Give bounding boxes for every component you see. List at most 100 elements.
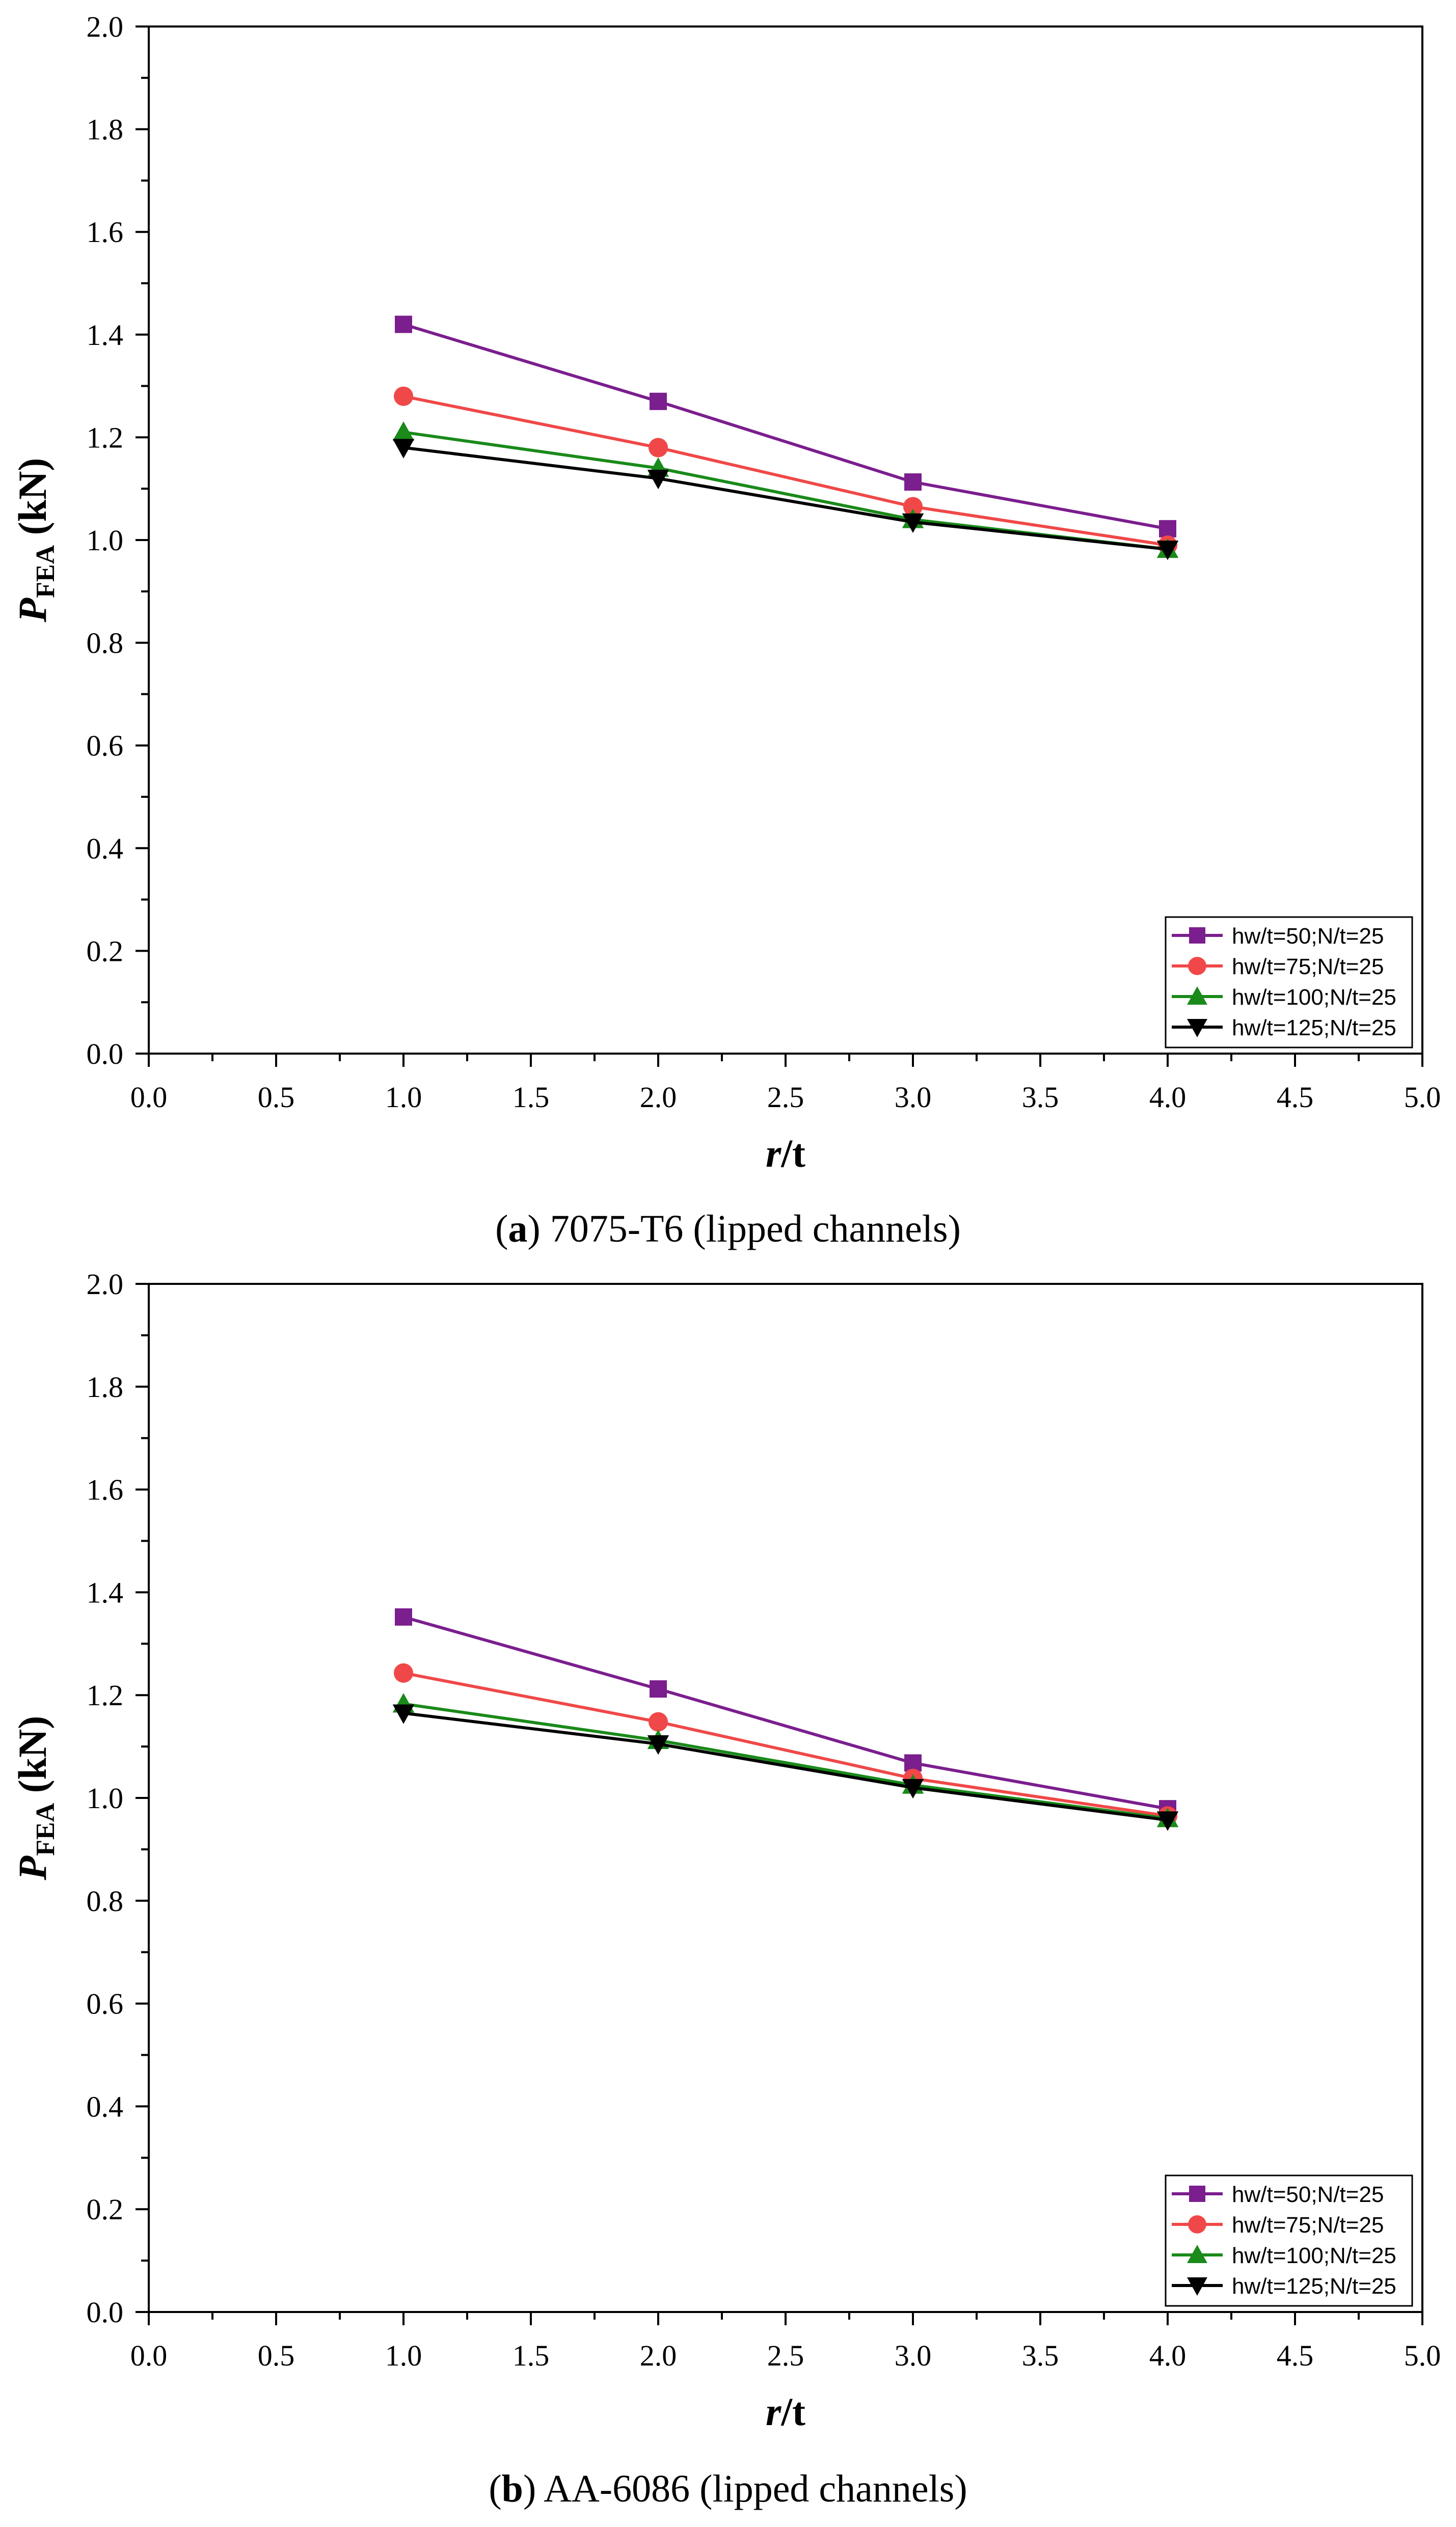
x-axis-title-base: r <box>766 2389 781 2434</box>
x-tick-label: 3.5 <box>1022 2339 1059 2372</box>
y-axis-title-base: P <box>10 597 55 623</box>
series-line-4 <box>403 1711 1168 1822</box>
y-tick-label: 0.4 <box>87 832 124 865</box>
legend: hw/t=50;N/t=25 hw/t=75;N/t=25 hw/t=100;N/t… <box>1165 2174 1413 2307</box>
caption-close-paren: ) <box>527 1207 550 1250</box>
y-tick-label: 1.2 <box>87 421 124 454</box>
data-point-s1-2 <box>650 392 667 410</box>
y-tick-label: 1.0 <box>87 524 124 557</box>
y-tick-label: 0.2 <box>87 934 124 967</box>
x-tick-label: 3.0 <box>895 1081 932 1114</box>
legend-label-4: hw/t=125;N/t=25 <box>1232 1015 1396 1040</box>
legend-marker-2 <box>1188 2215 1206 2234</box>
caption-text: AA-6086 (lipped channels) <box>544 2467 967 2510</box>
x-axis-title-rest: /t <box>780 2389 805 2434</box>
y-tick-label: 0.6 <box>87 729 124 762</box>
x-tick-label: 3.5 <box>1022 1081 1059 1114</box>
series-line-1 <box>403 322 1168 530</box>
y-tick-label: 0.6 <box>87 1987 124 2021</box>
data-point-s4-4 <box>1156 541 1179 560</box>
x-tick-label: 4.5 <box>1277 2339 1314 2372</box>
data-point-s4-2 <box>647 470 669 490</box>
y-tick-label: 0.8 <box>87 1885 124 1918</box>
plot-frame <box>148 25 1423 1055</box>
y-tick-label: 2.0 <box>87 10 124 43</box>
caption-open-paren: ( <box>495 1207 508 1250</box>
y-axis-title-subscript: FEA <box>31 1803 60 1856</box>
caption-letter: a <box>508 1207 527 1250</box>
data-point-s2-3 <box>903 497 923 517</box>
figure-caption: (a) 7075-T6 (lipped channels) <box>495 1207 961 1250</box>
data-point-s4-1 <box>392 1704 415 1724</box>
y-tick-label: 0.8 <box>87 627 124 660</box>
data-point-s4-4 <box>1156 1811 1179 1831</box>
series-line-3 <box>403 1702 1168 1820</box>
x-tick-label: 0.0 <box>130 2339 168 2372</box>
y-tick-label: 1.8 <box>87 113 124 146</box>
x-tick-label: 4.5 <box>1277 1081 1314 1114</box>
chart-panel-a: 0.0 0.5 1.0 1.5 2.0 2.5 3.0 3.5 4.0 4.5 5.0 0.0 0.2 0… <box>10 10 1441 1250</box>
data-point-s3-1 <box>392 421 415 441</box>
series-line-2 <box>403 1671 1168 1818</box>
legend-marker-2 <box>1188 957 1206 975</box>
legend-label-3: hw/t=100;N/t=25 <box>1232 985 1396 1010</box>
data-point-s1-1 <box>395 315 412 333</box>
x-tick-label: 0.5 <box>258 1081 295 1114</box>
x-tick-label: 2.0 <box>640 1081 677 1114</box>
x-axis-title-base: r <box>766 1131 781 1175</box>
legend-marker-4 <box>1187 1019 1207 1037</box>
series-line-1 <box>403 1615 1168 1811</box>
legend-marker-3 <box>1187 2245 1207 2263</box>
series-line-3 <box>403 431 1168 551</box>
x-tick-label: 1.5 <box>513 2339 550 2372</box>
caption-text: 7075-T6 (lipped channels) <box>550 1207 961 1250</box>
caption-letter: b <box>502 2467 523 2510</box>
legend-marker-1 <box>1189 2186 1205 2202</box>
y-tick-label: 1.2 <box>87 1679 124 1712</box>
x-tick-label: 2.5 <box>767 1081 804 1114</box>
y-tick-label: 0.2 <box>87 2193 124 2226</box>
data-point-s2-1 <box>393 1663 414 1683</box>
x-tick-label: 1.0 <box>385 1081 422 1114</box>
y-tick-label: 0.4 <box>87 2090 124 2123</box>
legend-marker-4 <box>1187 2277 1207 2296</box>
y-tick-label: 1.8 <box>87 1370 124 1404</box>
data-point-s2-2 <box>648 438 668 458</box>
y-axis-title: PFEA (kN) <box>10 1716 60 1881</box>
data-point-s4-2 <box>647 1735 669 1755</box>
data-point-s2-1 <box>393 386 414 406</box>
chart-panel-b: 0.0 0.5 1.0 1.5 2.0 2.5 3.0 3.5 4.0 4.5 5.0 0.0 0.2 0… <box>10 1268 1441 2510</box>
x-tick-label: 0.0 <box>130 1081 168 1114</box>
x-tick-label: 5.0 <box>1404 1081 1441 1114</box>
y-tick-label: 0.0 <box>87 1037 124 1070</box>
legend-label-4: hw/t=125;N/t=25 <box>1232 2274 1396 2299</box>
caption-close-paren: ) <box>523 2467 544 2510</box>
x-tick-label: 2.0 <box>640 2339 677 2372</box>
legend-marker-1 <box>1189 927 1205 944</box>
data-point-s1-3 <box>904 473 922 491</box>
data-point-s4-3 <box>902 513 924 533</box>
y-axis-title-base: P <box>10 1855 55 1880</box>
figure-caption: (b) AA-6086 (lipped channels) <box>489 2467 967 2510</box>
y-axis-title-subscript: FEA <box>31 545 60 598</box>
plot-frame <box>148 1283 1423 2313</box>
y-tick-label: 2.0 <box>87 1268 124 1301</box>
series-line-2 <box>403 394 1168 547</box>
legend: hw/t=50;N/t=25 hw/t=75;N/t=25 hw/t=100;N/t… <box>1165 916 1413 1049</box>
data-point-s1-1 <box>395 1608 412 1626</box>
x-tick-label: 4.0 <box>1149 1081 1187 1114</box>
data-point-s4-1 <box>392 439 415 459</box>
legend-label-1: hw/t=50;N/t=25 <box>1232 924 1384 949</box>
y-tick-label: 1.6 <box>87 216 124 249</box>
y-tick-label: 1.4 <box>87 318 124 352</box>
x-tick-label: 2.5 <box>767 2339 804 2372</box>
y-tick-label: 1.6 <box>87 1473 124 1507</box>
data-point-s1-2 <box>650 1680 667 1698</box>
y-tick-label: 1.0 <box>87 1782 124 1815</box>
x-tick-label: 5.0 <box>1404 2339 1441 2372</box>
x-tick-label: 1.0 <box>385 2339 422 2372</box>
y-tick-label: 1.4 <box>87 1576 124 1609</box>
x-tick-label: 1.5 <box>513 1081 550 1114</box>
x-axis-title-rest: /t <box>780 1131 805 1175</box>
